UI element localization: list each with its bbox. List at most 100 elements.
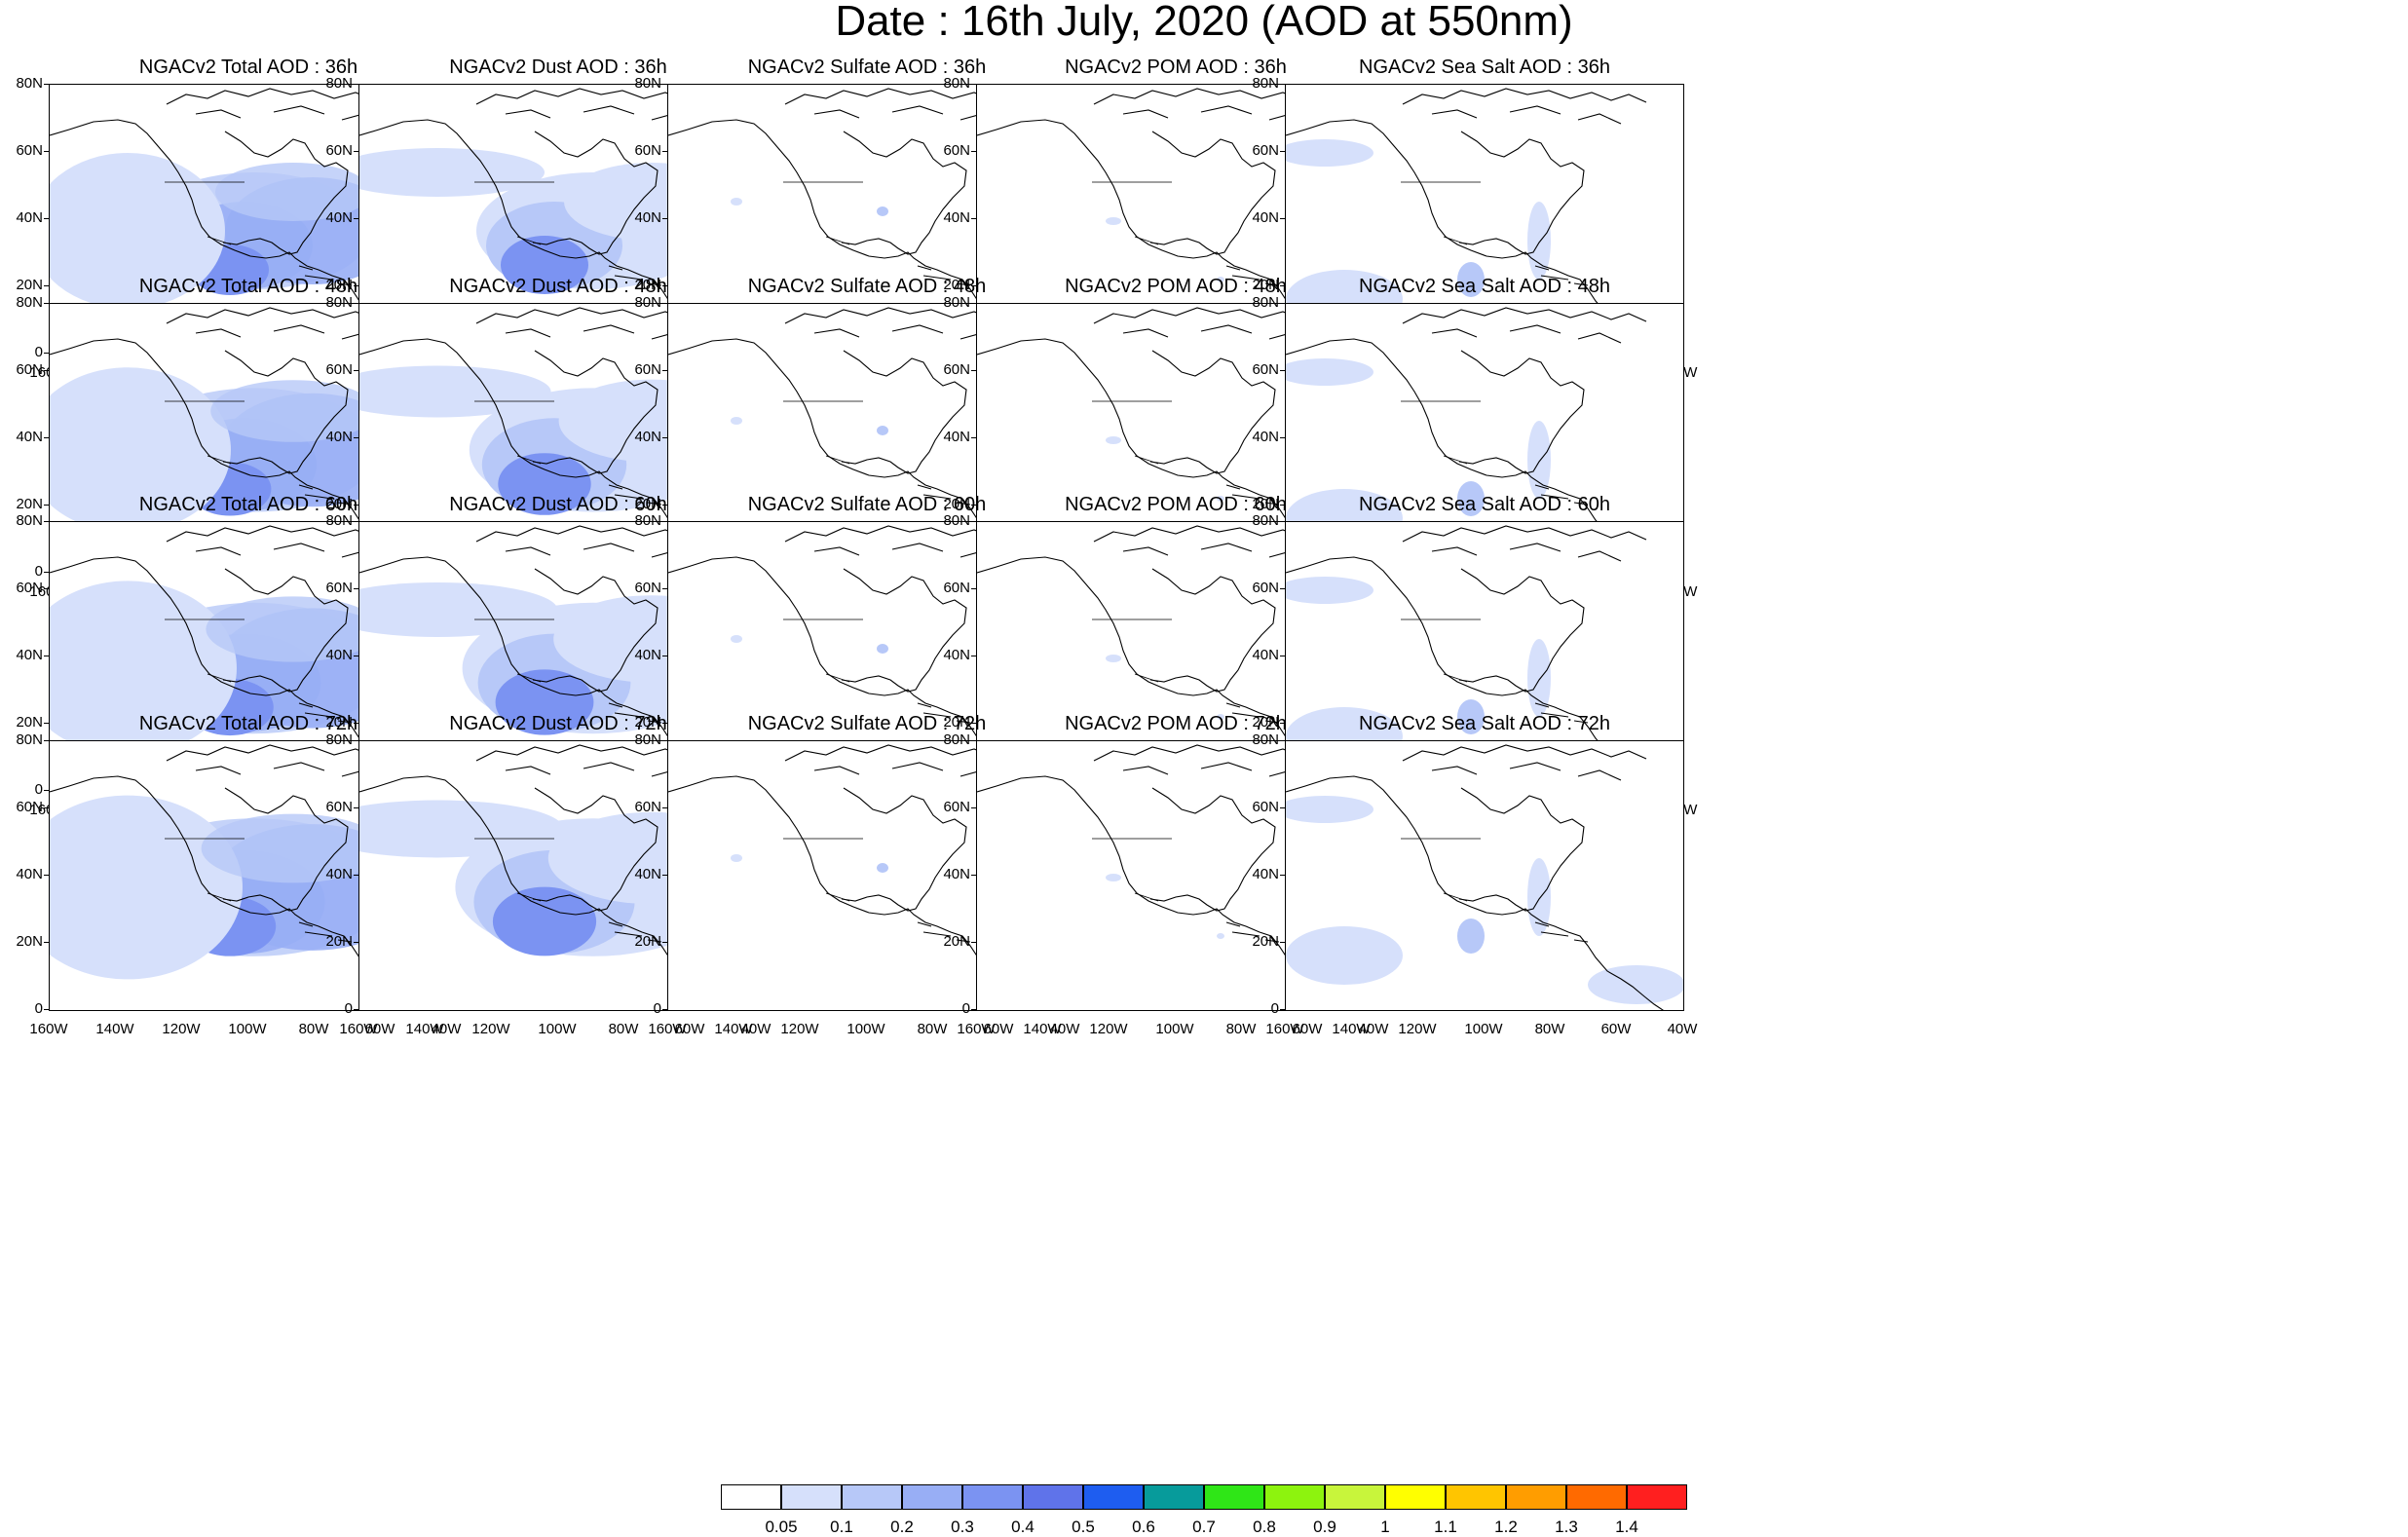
lat-tick xyxy=(1280,84,1285,85)
coastline xyxy=(1225,921,1280,943)
lat-label: 80N xyxy=(16,512,43,529)
aod-region xyxy=(1527,421,1551,499)
coastline xyxy=(841,131,967,255)
lat-tick xyxy=(354,505,358,506)
lat-tick xyxy=(971,151,976,152)
panel-title: NGACv2 Total AOD : 72h xyxy=(138,713,358,734)
aod-region xyxy=(731,635,742,643)
lat-label: 60N xyxy=(634,142,661,159)
lat-tick xyxy=(1280,437,1285,438)
lat-label: 0 xyxy=(344,1000,353,1017)
lat-label: 40N xyxy=(1252,866,1279,882)
coastline xyxy=(475,525,721,562)
coastline xyxy=(608,921,662,943)
panel-title: NGACv2 POM AOD : 36h xyxy=(1065,56,1287,78)
lon-label: 120W xyxy=(780,1021,819,1037)
aod-region xyxy=(1106,436,1121,444)
lon-label: 80W xyxy=(608,1021,639,1037)
coastline xyxy=(1149,350,1276,474)
lon-label: 80W xyxy=(1225,1021,1257,1037)
lat-tick xyxy=(44,875,49,876)
country-border xyxy=(1092,838,1172,902)
lat-tick xyxy=(354,370,358,371)
lat-tick xyxy=(662,521,667,522)
coastline xyxy=(1402,744,1647,781)
coastline xyxy=(1534,265,1589,286)
colorbar-swatch xyxy=(721,1484,781,1510)
lat-tick xyxy=(662,875,667,876)
coastline xyxy=(1534,484,1589,506)
coastline xyxy=(222,350,349,474)
lat-label: 80N xyxy=(325,512,353,529)
coastline xyxy=(298,702,353,724)
colorbar-swatch xyxy=(1144,1484,1204,1510)
aod-region xyxy=(877,426,888,435)
lon-label: 60W xyxy=(1292,1021,1323,1037)
lat-label: 40N xyxy=(16,209,43,226)
lat-tick xyxy=(662,723,667,724)
lat-label: 20N xyxy=(1252,277,1279,293)
panel-title: NGACv2 POM AOD : 48h xyxy=(1065,276,1287,297)
lat-label: 80N xyxy=(943,512,970,529)
lat-tick xyxy=(354,942,358,943)
lon-label: 160W xyxy=(1265,1021,1304,1037)
coastline xyxy=(1534,702,1589,724)
aod-region xyxy=(1588,965,1683,1004)
coastline xyxy=(1458,350,1585,474)
lat-label: 20N xyxy=(1252,933,1279,950)
lat-label: 20N xyxy=(634,714,661,731)
panel-title: NGACv2 Dust AOD : 72h xyxy=(449,713,667,734)
lat-label: 20N xyxy=(943,496,970,512)
colorbar-label: 1.1 xyxy=(1434,1518,1457,1536)
panel-title: NGACv2 Total AOD : 48h xyxy=(138,276,358,297)
aod-region xyxy=(1527,858,1551,936)
country-border xyxy=(783,619,863,683)
colorbar-label: 0.8 xyxy=(1253,1518,1276,1536)
lat-label: 0 xyxy=(1270,1000,1279,1017)
map-canvas xyxy=(359,88,757,354)
lon-label: 40W xyxy=(1667,1021,1698,1037)
lat-label: 60N xyxy=(16,580,43,596)
coastline xyxy=(784,525,1030,562)
lat-label: 40N xyxy=(634,647,661,663)
lat-tick xyxy=(1280,588,1285,589)
lat-label: 40N xyxy=(1252,429,1279,445)
lat-label: 40N xyxy=(16,647,43,663)
country-border xyxy=(165,400,245,465)
lat-label: 40N xyxy=(943,429,970,445)
lat-label: 0 xyxy=(961,1000,970,1017)
lat-label: 40N xyxy=(16,866,43,882)
lon-label: 120W xyxy=(162,1021,201,1037)
lat-tick xyxy=(662,505,667,506)
lon-label: 140W xyxy=(1023,1021,1062,1037)
aod-region xyxy=(1527,639,1551,717)
lat-tick xyxy=(44,218,49,219)
lat-tick xyxy=(971,218,976,219)
coastline xyxy=(841,787,967,912)
lat-label: 60N xyxy=(16,361,43,378)
lat-tick xyxy=(354,437,358,438)
lat-label: 40N xyxy=(943,647,970,663)
lat-tick xyxy=(354,84,358,85)
lat-tick xyxy=(354,588,358,589)
aod-region xyxy=(1286,358,1373,386)
lon-label: 60W xyxy=(674,1021,705,1037)
coastline xyxy=(532,568,658,693)
lon-label: 80W xyxy=(1534,1021,1565,1037)
lat-label: 60N xyxy=(325,799,353,815)
aod-region xyxy=(1457,699,1485,734)
aod-region xyxy=(877,863,888,873)
lat-tick xyxy=(44,572,49,573)
country-border xyxy=(474,619,554,683)
lat-label: 60N xyxy=(1252,142,1279,159)
lat-label: 20N xyxy=(325,933,353,950)
colorbar-swatch xyxy=(1204,1484,1264,1510)
panel-title: NGACv2 Sea Salt AOD : 36h xyxy=(1359,56,1610,78)
lat-label: 40N xyxy=(325,429,353,445)
lat-tick xyxy=(662,1009,667,1010)
lat-label: 80N xyxy=(1252,512,1279,529)
coastline xyxy=(784,88,1030,125)
lat-tick xyxy=(1280,303,1285,304)
aod-region xyxy=(1286,926,1403,985)
lon-label: 40W xyxy=(1049,1021,1080,1037)
